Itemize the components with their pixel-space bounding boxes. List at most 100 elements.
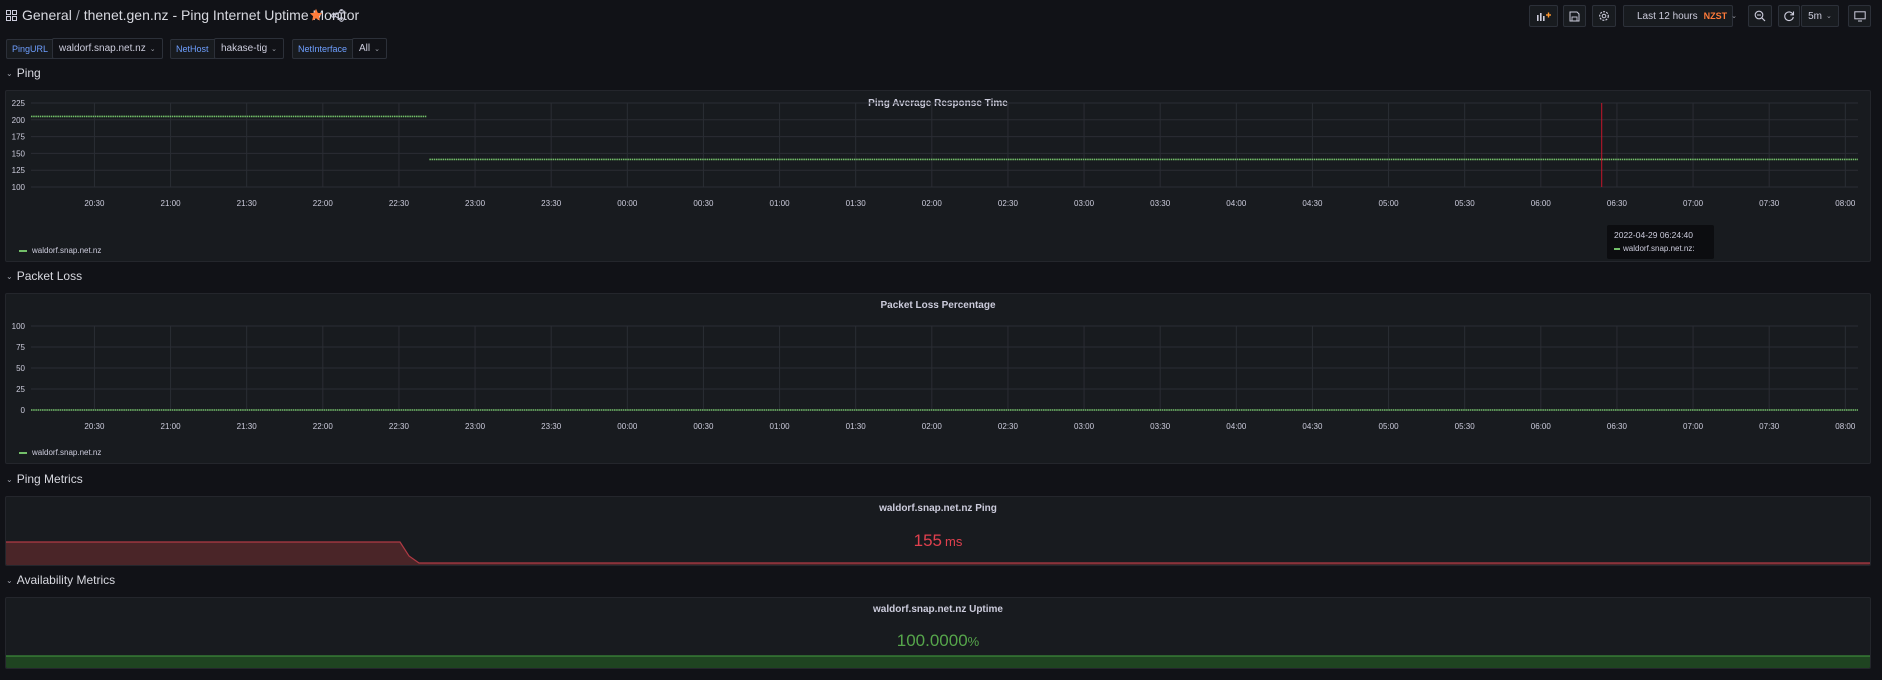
ping-response-chart[interactable]: 100 125 150 175 200 225 20:30 21:00 21:30 22:00 22… [6,91,1871,262]
variable-select-netinterface[interactable]: All ⌄ [352,38,387,59]
chevron-down-icon: ⌄ [6,271,13,281]
dashboard-settings-button[interactable] [1592,5,1616,27]
x-tick-label: 00:00 [617,199,638,208]
apps-icon[interactable] [6,10,17,21]
tooltip-series: waldorf.snap.net.nz: [1614,244,1695,253]
variable-value: All [359,43,371,54]
save-dashboard-button[interactable] [1563,5,1586,27]
time-range-label: Last 12 hours [1637,10,1698,22]
x-tick-label: 07:30 [1759,199,1780,208]
x-tick-label: 00:00 [617,422,638,431]
y-tick-label: 100 [12,322,26,331]
legend-swatch [19,249,27,252]
uptime-sparkline [6,655,1870,668]
y-tick-label: 25 [16,385,25,394]
x-tick-label: 03:30 [1150,422,1171,431]
variable-label-pingurl: PingURL [6,39,55,59]
panel-title[interactable]: waldorf.snap.net.nz Uptime [872,604,1003,615]
legend-swatch [19,451,27,454]
x-tick-label: 21:00 [161,199,182,208]
x-tick-label: 23:30 [541,422,562,431]
panel-title[interactable]: Packet Loss Percentage [880,300,996,311]
zoom-out-icon [1754,10,1766,22]
panel-title[interactable]: waldorf.snap.net.nz Ping [879,503,997,514]
x-tick-label: 02:00 [922,199,943,208]
tooltip-time: 2022-04-29 06:24:40 [1614,230,1693,240]
x-tick-label: 21:30 [237,199,258,208]
x-tick-label: 00:30 [693,422,714,431]
stat-unit: ms [945,534,963,549]
row-header-availability[interactable]: ⌄ Availability Metrics [6,573,115,587]
ping-stat-panel: waldorf.snap.net.nz Ping 155 ms [5,496,1871,566]
x-tick-label: 08:00 [1835,199,1856,208]
x-tick-label: 20:30 [84,422,105,431]
uptime-stat-panel: waldorf.snap.net.nz Uptime 100.0000% [5,597,1871,669]
breadcrumb-separator: / [75,7,80,23]
legend-item[interactable]: waldorf.snap.net.nz [19,246,101,255]
x-tick-label: 06:30 [1607,422,1628,431]
x-tick-label: 05:30 [1455,422,1476,431]
tooltip-swatch [1614,247,1620,250]
legend-label: waldorf.snap.net.nz [32,246,102,255]
chevron-down-icon: ⌄ [374,45,380,53]
x-tick-label: 05:00 [1379,199,1400,208]
variable-value: waldorf.snap.net.nz [59,43,146,54]
y-tick-label: 125 [12,166,26,175]
refresh-interval-picker[interactable]: 5m ⌄ [1801,5,1839,27]
share-icon[interactable] [331,9,344,22]
x-tick-label: 03:00 [1074,199,1095,208]
x-tick-label: 23:30 [541,199,562,208]
x-tick-label: 05:30 [1455,199,1476,208]
x-tick-label: 21:30 [237,422,258,431]
y-tick-label: 75 [16,343,25,352]
refresh-icon [1784,11,1795,22]
save-icon [1569,11,1580,21]
x-tick-label: 04:00 [1226,199,1247,208]
y-tick-label: 225 [12,99,26,108]
zoom-out-button[interactable] [1748,5,1772,27]
y-tick-label: 0 [21,406,26,415]
row-header-packet-loss[interactable]: ⌄ Packet Loss [6,269,82,283]
dashboard-title[interactable]: thenet.gen.nz - Ping Internet Uptime Mon… [83,7,360,23]
x-tick-label: 21:00 [161,422,182,431]
stat-number: 100.0000 [896,631,968,650]
graph-tooltip: 2022-04-29 06:24:40 waldorf.snap.net.nz: [1607,225,1714,259]
refresh-button[interactable] [1778,5,1800,27]
stat-unit: % [967,634,980,649]
x-tick-label: 01:00 [770,199,791,208]
chevron-down-icon: ⌄ [149,45,156,53]
x-tick-label: 02:30 [998,199,1019,208]
ping-response-panel: Ping Average Response Time 100 125 150 175 2… [5,90,1871,262]
add-panel-button[interactable] [1529,5,1558,27]
ping-stat-value: 155 ms [6,531,1870,551]
x-tick-label: 02:00 [922,422,943,431]
variable-select-pingurl[interactable]: waldorf.snap.net.nz ⌄ [52,38,163,59]
chevron-down-icon: ⌄ [6,474,13,484]
x-tick-label: 07:30 [1759,422,1780,431]
breadcrumb-folder[interactable]: General [22,7,72,23]
chevron-down-icon: ⌄ [6,575,13,585]
x-tick-label: 06:30 [1607,199,1628,208]
x-tick-label: 01:30 [846,199,867,208]
x-tick-label: 04:30 [1302,199,1323,208]
variable-select-nethost[interactable]: hakase-tig ⌄ [214,38,285,59]
row-title: Packet Loss [16,269,83,283]
legend-label: waldorf.snap.net.nz [32,448,102,457]
row-header-ping[interactable]: ⌄ Ping [6,66,41,80]
x-tick-label: 01:30 [846,422,867,431]
refresh-interval-label: 5m [1808,10,1823,22]
x-tick-label: 01:00 [770,422,791,431]
tv-mode-button[interactable] [1848,5,1871,27]
ping-sparkline [6,541,1870,565]
star-icon[interactable] [309,8,323,22]
time-range-picker[interactable]: Last 12 hours NZST ⌄ [1623,5,1737,27]
y-tick-label: 50 [16,364,25,373]
x-tick-label: 05:00 [1379,422,1400,431]
legend-item[interactable]: waldorf.snap.net.nz [19,448,101,457]
x-tick-label: 06:00 [1531,199,1552,208]
row-header-ping-metrics[interactable]: ⌄ Ping Metrics [6,472,83,486]
tv-mode-icon [1853,10,1866,21]
y-tick-label: 100 [12,183,26,192]
x-tick-label: 22:00 [313,199,334,208]
packet-loss-chart[interactable]: 0 25 50 75 100 20:30 21:00 21:30 22:00 22:30 23:00… [6,294,1871,464]
